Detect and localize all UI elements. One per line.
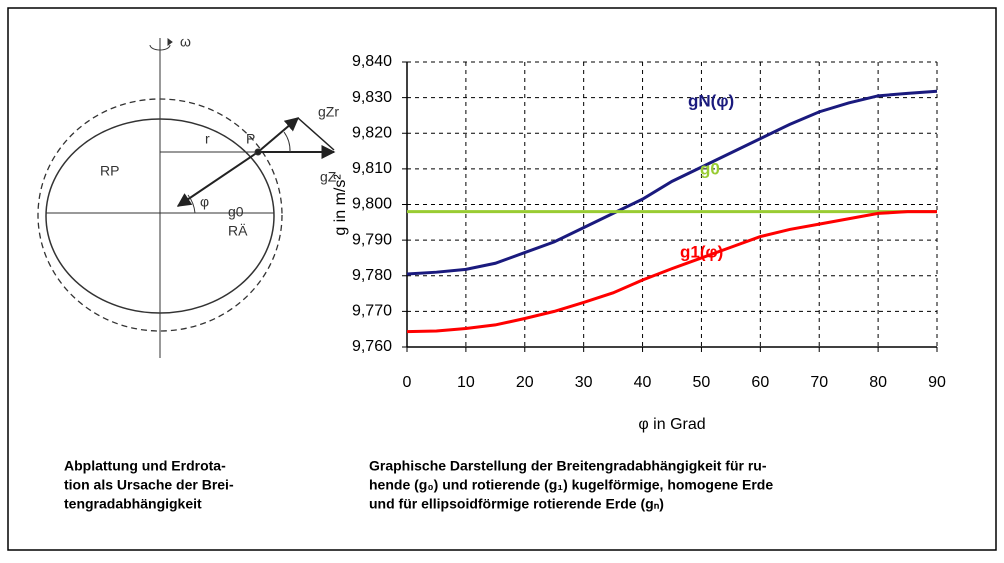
series-label: gN(φ) <box>688 91 734 110</box>
y-tick-label: 9,780 <box>352 267 392 284</box>
x-axis-title: φ in Grad <box>638 416 705 433</box>
x-tick-label: 40 <box>634 374 652 391</box>
caption-line: und für ellipsoidförmige rotierende Erde… <box>369 496 664 512</box>
series-line <box>407 91 937 274</box>
diagram-label: RP <box>100 163 119 179</box>
y-tick-label: 9,770 <box>352 303 392 320</box>
y-tick-label: 9,820 <box>352 124 392 141</box>
caption-line: Graphische Darstellung der Breitengradab… <box>369 458 767 474</box>
diagram-label: ω <box>180 34 191 50</box>
figure: φ in Grad g in m/s² ωPrRPφg0gZrgZRÄAbpla… <box>0 0 1004 558</box>
diagram-label: r <box>205 131 210 147</box>
caption-line: tengradabhängigkeit <box>64 496 202 512</box>
diagram-label: RÄ <box>228 223 248 239</box>
series-label: g0 <box>700 159 720 178</box>
diagram-label: P <box>246 131 255 147</box>
series-line <box>407 212 937 332</box>
x-tick-label: 10 <box>457 374 475 391</box>
earth-diagram <box>38 38 334 358</box>
x-tick-label: 50 <box>693 374 711 391</box>
x-tick-label: 80 <box>869 374 887 391</box>
caption-line: tion als Ursache der Brei- <box>64 477 234 493</box>
diagram-label: g0 <box>228 204 244 220</box>
y-tick-label: 9,830 <box>352 89 392 106</box>
x-tick-label: 60 <box>751 374 769 391</box>
y-tick-label: 9,800 <box>352 196 392 213</box>
y-tick-label: 9,840 <box>352 53 392 70</box>
series-label: g1(φ) <box>680 242 723 261</box>
y-tick-label: 9,790 <box>352 231 392 248</box>
diagram-label: gZr <box>318 104 339 120</box>
x-tick-label: 90 <box>928 374 946 391</box>
y-tick-label: 9,760 <box>352 338 392 355</box>
x-tick-label: 30 <box>575 374 593 391</box>
diagram-label: φ <box>200 194 209 210</box>
y-tick-label: 9,810 <box>352 160 392 177</box>
caption-line: Abplattung und Erdrota- <box>64 458 226 474</box>
caption-line: hende (g₀) und rotierende (g₁) kugelförm… <box>369 477 773 493</box>
x-tick-label: 0 <box>403 374 412 391</box>
x-tick-label: 70 <box>810 374 828 391</box>
x-tick-label: 20 <box>516 374 534 391</box>
diagram-label: gZ <box>320 169 337 185</box>
